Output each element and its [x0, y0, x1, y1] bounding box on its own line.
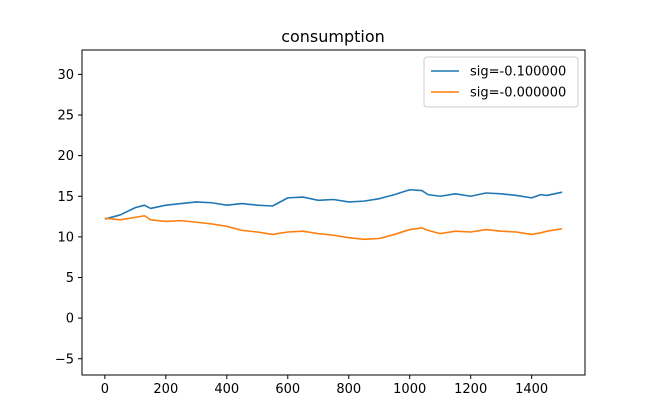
- series-line-2: [104, 214, 563, 241]
- y-tick-label: 5: [66, 271, 74, 286]
- y-tick-label: 30: [57, 68, 74, 83]
- x-tick-label: 200: [153, 382, 178, 397]
- y-tick-label: 25: [57, 109, 74, 124]
- x-axis: 0 200 400 600 800 1000 1200 1400: [101, 375, 548, 397]
- plot-area: 0 200 400 600 800 1000 1200 1400 −5 0 5 10 15 20 25 30: [55, 49, 586, 397]
- x-tick-label: 1400: [515, 382, 548, 397]
- y-axis: −5 0 5 10 15 20 25 30: [55, 68, 82, 367]
- y-tick-label: −5: [55, 352, 74, 367]
- series-layer: [104, 188, 563, 241]
- y-tick-label: 15: [57, 190, 74, 205]
- axes-frame: [81, 49, 586, 376]
- x-tick-label: 600: [275, 382, 300, 397]
- legend-label: sig=-0.000000: [470, 86, 566, 101]
- x-tick-label: 400: [214, 382, 239, 397]
- y-tick-label: 0: [66, 312, 74, 327]
- legend: sig=-0.100000 sig=-0.000000: [423, 56, 579, 108]
- x-tick-label: 800: [336, 382, 361, 397]
- legend-box: [423, 56, 579, 108]
- y-tick-label: 10: [57, 230, 74, 245]
- x-tick-label: 0: [101, 382, 109, 397]
- legend-label: sig=-0.100000: [470, 65, 566, 80]
- series-line-1: [104, 188, 563, 220]
- x-tick-label: 1200: [454, 382, 487, 397]
- y-tick-label: 20: [57, 149, 74, 164]
- chart-title: consumption: [281, 27, 385, 46]
- x-tick-label: 1000: [393, 382, 426, 397]
